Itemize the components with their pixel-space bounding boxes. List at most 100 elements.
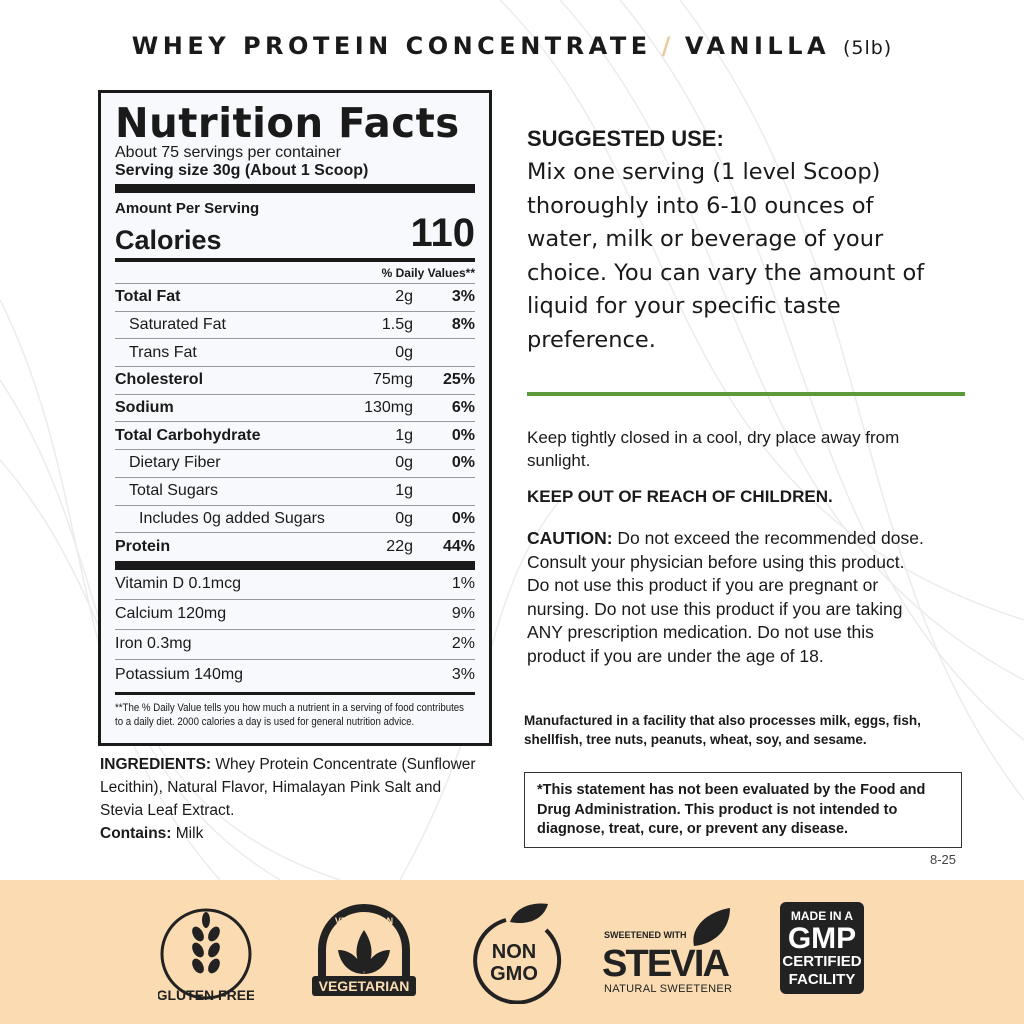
nutrient-name: Total Carbohydrate [115, 426, 261, 444]
nutrient-name: Trans Fat [129, 343, 197, 361]
fda-disclaimer: *This statement has not been evaluated b… [524, 772, 962, 848]
nutrient-daily-value: 25% [442, 371, 475, 389]
nutrient-name: Total Sugars [129, 482, 218, 500]
vitamin-daily-value: 9% [451, 605, 475, 623]
children-warning: KEEP OUT OF REACH OF CHILDREN. [527, 487, 833, 506]
calories-label: Calories [115, 225, 222, 255]
nutrient-name: Total Fat [115, 288, 181, 306]
vitamin-name: Iron 0.3mg [115, 635, 192, 653]
svg-text:FACILITY: FACILITY [789, 971, 856, 988]
product-name: WHEY PROTEIN CONCENTRATE [131, 32, 652, 60]
nutrient-daily-value: 44% [442, 538, 475, 556]
vitamin-name: Vitamin D 0.1mcg [115, 575, 241, 593]
nutrient-amount: 75mg [372, 371, 413, 389]
nutrient-amount: 1.5g [381, 316, 413, 334]
nutrient-amount: 0g [395, 454, 413, 472]
calories-row: Calories 110 [115, 211, 475, 256]
nutrient-amount: 0g [395, 509, 413, 527]
label-code: 8-25 [930, 852, 957, 867]
leaf-icon [693, 908, 730, 946]
nutrient-name: Includes 0g added Sugars [139, 509, 325, 527]
ingredients: INGREDIENTS: Whey Protein Concentrate (S… [100, 753, 480, 822]
nutrient-row: Saturated Fat 1.5g 8% [115, 312, 475, 340]
caution-label: CAUTION: [527, 528, 613, 548]
nutrient-name: Saturated Fat [129, 316, 226, 334]
svg-text:VEGETARIAN: VEGETARIAN [335, 916, 393, 926]
vitamin-daily-value: 1% [451, 575, 475, 593]
daily-value-footnote: **The % Daily Value tells you how much a… [115, 701, 465, 728]
contains-label: Contains: [100, 825, 172, 842]
nutrient-amount: 130mg [364, 399, 413, 417]
svg-text:NATURAL SWEETENER: NATURAL SWEETENER [604, 983, 732, 995]
ingredients-label: INGREDIENTS: [100, 756, 212, 773]
nutrient-row: Total Sugars 1g [115, 478, 475, 506]
amount-per-serving: Amount Per Serving [115, 200, 260, 217]
nutrient-name: Cholesterol [115, 371, 204, 389]
nutrient-row: Total Fat 2g 3% [115, 284, 475, 312]
serving-size: Serving size 30g (About 1 Scoop) [115, 162, 369, 179]
vitamin-row: Potassium 140mg 3% [115, 660, 475, 690]
nutrient-amount: 1g [395, 482, 413, 500]
nutrition-facts-title: Nutrition Facts [115, 99, 460, 147]
svg-text:MADE IN A: MADE IN A [791, 909, 854, 923]
calories-value: 110 [410, 211, 475, 255]
nutrient-row: Cholesterol 75mg 25% [115, 367, 475, 395]
stevia-badge: SWEETENED WITH STEVIA NATURAL SWEETENER [602, 908, 732, 995]
nutrient-row: Protein 22g 44% [115, 533, 475, 561]
vitamin-name: Potassium 140mg [115, 665, 244, 683]
nutrient-name: Dietary Fiber [129, 454, 221, 472]
nutrient-amount: 0g [395, 343, 413, 361]
flavor-name: VANILLA [684, 32, 831, 60]
contains-text: Milk [171, 825, 204, 842]
svg-text:GLUTEN FREE: GLUTEN FREE [158, 987, 254, 1003]
svg-text:VEGETARIAN: VEGETARIAN [319, 978, 410, 994]
caution-body: Do not exceed the recommended dose. Cons… [527, 528, 924, 666]
nutrient-name: Sodium [115, 399, 174, 417]
manufacturing-statement: Manufactured in a facility that also pro… [524, 713, 921, 747]
nutrient-daily-value: 0% [451, 509, 475, 527]
svg-text:STEVIA: STEVIA [602, 943, 730, 985]
storage-text: Keep tightly closed in a cool, dry place… [527, 428, 900, 470]
leaf-icon [338, 930, 390, 974]
nutrient-daily-value: 0% [451, 454, 475, 472]
vitamin-row: Calcium 120mg 9% [115, 600, 475, 630]
suggested-use-text: Mix one serving (1 level Scoop) thorough… [527, 159, 925, 353]
gmp-badge: MADE IN A GMP CERTIFIED FACILITY [780, 902, 864, 994]
daily-values-header: % Daily Values** [115, 262, 475, 284]
nutrient-amount: 22g [386, 538, 413, 556]
nutrient-rows: Total Fat 2g 3% Saturated Fat 1.5g 8% Trans Fa… [115, 284, 475, 561]
nutrient-row: Sodium 130mg 6% [115, 395, 475, 423]
divider-thick [115, 560, 475, 570]
product-size: (5lb) [842, 37, 893, 59]
nutrient-daily-value: 3% [451, 288, 475, 306]
divider-thick [115, 184, 475, 193]
nutrition-facts-panel: Nutrition Facts About 75 servings per co… [98, 90, 492, 746]
svg-text:NON: NON [492, 941, 536, 963]
vitamin-name: Calcium 120mg [115, 605, 227, 623]
nutrient-row: Dietary Fiber 0g 0% [115, 450, 475, 478]
divider-medium [115, 258, 475, 262]
nutrient-amount: 1g [395, 426, 413, 444]
nutrient-row: Includes 0g added Sugars 0g 0% [115, 506, 475, 534]
leaf-icon [510, 903, 548, 924]
vegetarian-badge: VEGETARIAN VEGETARIAN [312, 904, 416, 996]
nutrient-row: Trans Fat 0g [115, 339, 475, 368]
suggested-use-heading: SUGGESTED USE: [527, 126, 724, 151]
gluten-free-badge: GLUTEN FREE [158, 908, 254, 1003]
green-divider [527, 392, 965, 396]
nutrient-amount: 2g [395, 288, 413, 306]
nutrient-name: Protein [115, 538, 171, 556]
wheat-icon [192, 912, 220, 974]
svg-text:CERTIFIED: CERTIFIED [782, 953, 861, 970]
svg-text:SWEETENED WITH: SWEETENED WITH [604, 930, 687, 940]
non-gmo-badge: NON GMO [473, 903, 562, 1004]
nutrient-row: Total Carbohydrate 1g 0% [115, 422, 475, 451]
vitamin-daily-value: 3% [451, 665, 475, 683]
svg-text:GMO: GMO [490, 963, 538, 985]
vitamin-row: Vitamin D 0.1mcg 1% [115, 570, 475, 600]
nutrient-daily-value: 8% [451, 316, 475, 334]
vitamin-daily-value: 2% [451, 635, 475, 653]
vitamin-rows: Vitamin D 0.1mcg 1% Calcium 120mg 9% Iron 0.… [115, 570, 475, 690]
caution-text: CAUTION: Do not exceed the recommended d… [527, 527, 927, 668]
certification-band: GLUTEN FREE VEGETARIAN VEGETARIAN NON GM… [0, 880, 1024, 1024]
